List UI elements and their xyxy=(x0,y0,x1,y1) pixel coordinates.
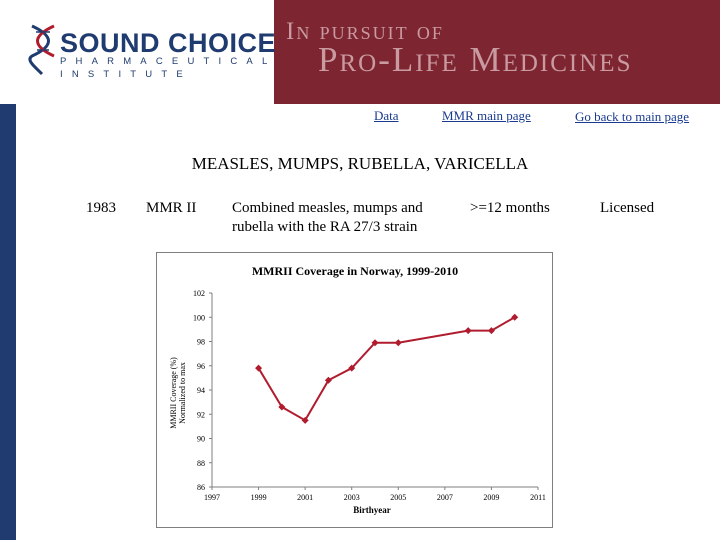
chart-y-tick-label: 98 xyxy=(197,338,205,347)
logo-wordmark: SOUND CHOICE xyxy=(60,28,277,58)
vaccine-description-line1: Combined measles, mumps and xyxy=(232,200,423,216)
chart-x-tick-label: 2009 xyxy=(483,493,499,502)
vaccine-description-line2: rubella with the RA 27/3 strain xyxy=(232,219,418,235)
chart-data-point xyxy=(278,403,286,411)
chart-y-tick-label: 92 xyxy=(197,410,205,419)
tagline-large: Pro-Life Medicines xyxy=(318,40,633,79)
logo-subtitle-line2: INSTITUTE xyxy=(60,69,192,80)
coverage-chart-svg: MMRII Coverage in Norway, 1999-2010 MMRI… xyxy=(169,264,546,515)
chart-title: MMRII Coverage in Norway, 1999-2010 xyxy=(252,264,458,278)
chart-data-point xyxy=(324,376,332,384)
chart-ylabel-2: Normalized to max xyxy=(178,362,187,424)
coverage-chart: MMRII Coverage in Norway, 1999-2010 MMRI… xyxy=(156,252,553,528)
chart-x-tick-label: 2005 xyxy=(390,493,406,502)
sidebar-bar xyxy=(0,104,16,540)
tagline-small: In pursuit of xyxy=(286,18,444,45)
chart-x-tick-label: 2007 xyxy=(437,493,453,502)
chart-data-point xyxy=(371,339,379,347)
dna-helix-icon xyxy=(28,24,55,76)
chart-data-point xyxy=(464,327,472,335)
chart-x-tick-label: 2011 xyxy=(530,493,546,502)
chart-x-tick-label: 1999 xyxy=(251,493,267,502)
header-banner xyxy=(274,0,720,104)
vaccine-age: >=12 months xyxy=(470,200,550,216)
vaccine-name: MMR II xyxy=(146,200,197,216)
chart-x-tick-label: 1997 xyxy=(204,493,220,502)
chart-series-line xyxy=(257,316,516,422)
chart-y-tick-label: 86 xyxy=(197,483,205,492)
chart-y-tick-label: 102 xyxy=(193,289,205,298)
chart-data-point xyxy=(255,364,263,372)
chart-y-tick-label: 100 xyxy=(193,313,205,322)
chart-x-tick-label: 2003 xyxy=(344,493,360,502)
chart-y-tick-label: 96 xyxy=(197,362,205,371)
chart-xlabel: Birthyear xyxy=(353,505,391,515)
chart-y-tick-label: 88 xyxy=(197,459,205,468)
chart-y-tick-label: 90 xyxy=(197,435,205,444)
chart-y-tick-label: 94 xyxy=(197,386,205,395)
chart-ylabel-1: MMRII Coverage (%) xyxy=(169,357,178,429)
chart-data-point xyxy=(348,364,356,372)
nav-link-data[interactable]: Data xyxy=(374,108,399,123)
logo-subtitle-line1: PHARMACEUTICAL xyxy=(60,56,277,67)
chart-data-point xyxy=(301,416,309,424)
vaccine-status: Licensed xyxy=(600,200,655,216)
nav-link-mmr-main[interactable]: MMR main page xyxy=(442,108,531,123)
vaccine-year: 1983 xyxy=(86,200,116,216)
chart-data-point xyxy=(394,339,402,347)
page-title: MEASLES, MUMPS, RUBELLA, VARICELLA xyxy=(191,154,529,173)
chart-data-point xyxy=(511,313,519,321)
nav-link-back[interactable]: Go back to main page xyxy=(575,109,690,124)
chart-data-point xyxy=(487,327,495,335)
chart-x-tick-label: 2001 xyxy=(297,493,313,502)
